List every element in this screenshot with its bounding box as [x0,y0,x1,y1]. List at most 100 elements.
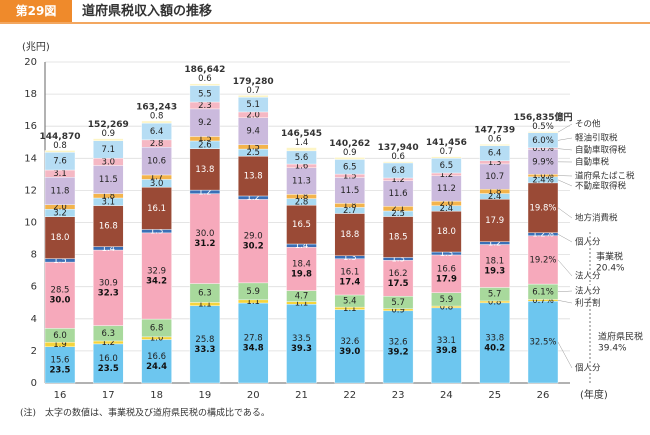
segment-label: 1.0 [150,334,164,344]
y-tick-label: 14 [24,153,37,164]
total-label: 163,243 [136,102,177,112]
segment-label: 16.1 [340,267,359,277]
legend-label: 法人分 [575,271,601,282]
segment-label: 3.1 [102,197,116,207]
segment-label: 5.1 [246,100,260,110]
x-tick-label: 16 [54,390,67,401]
legend-leader [557,179,573,187]
bar-segment [431,175,462,202]
legend-leader [557,148,573,151]
legend-label: 軽油引取税 [575,133,618,144]
segment-label: 3.0 [150,179,164,189]
segment-label: 5.5 [198,89,212,99]
bar-segment [141,339,172,384]
total-label: 146,545 [281,129,322,139]
segment-label: 3.1 [53,169,67,179]
segment-label: 16.6 [147,352,166,362]
segment-label: 2.0 [53,202,67,212]
total-label: 137,940 [378,143,419,153]
bar-segment [237,156,269,197]
legend-label: 道府県たばこ税 [575,171,635,182]
segment-label: 1.2 [198,187,212,197]
segment-label: 9.9% [532,157,554,167]
y-tick-label: 20 [24,57,37,68]
segment-label: 2.5 [391,209,405,219]
bar-segment [44,216,76,259]
y-tick-label: 16 [24,121,37,132]
legend-leader [557,341,573,369]
segment-label: 1.5 [53,256,67,266]
group-share-label: 40.2 [484,343,505,353]
segment-label: 1.4 [295,138,309,148]
segment-label: 0.7% [532,296,554,306]
segment-label: 1.3 [488,158,502,168]
segment-label: 1.1 [198,300,212,310]
bar-segment [189,83,221,86]
segment-label: 1.1 [246,297,260,307]
segment-label: 0.6% [532,144,554,154]
segment-label: 1.2 [440,170,454,180]
group-share-label: 20.4% [596,264,625,274]
segment-label: 2.8 [150,139,164,149]
segment-label: 0.6 [488,135,502,145]
segment-label: 30.0 [195,229,214,239]
bar-segment [382,310,414,384]
bar-segment [334,309,365,384]
segment-label: 0.8 [488,297,502,307]
note: (注) 太字の数値は、事業税及び道府県民税の構成比である。 [20,407,270,419]
group-share-label: 19.3 [484,266,505,276]
segment-label: 15.6 [51,355,70,365]
segment-label: 1.2% [532,230,554,240]
group-share-label: 17.5 [388,279,409,289]
segment-label: 1.3 [150,227,164,237]
segment-label: 6.0 [53,331,67,341]
segment-label: 3.0 [102,157,116,167]
segment-label: 2.7 [343,206,357,216]
segment-label: 16.1 [147,204,166,214]
segment-label: 18.1 [485,256,504,266]
chart-title: 道府県税収入額の推移 [82,3,212,19]
segment-label: 25.8 [195,335,214,345]
segment-label: 11.2 [437,184,456,194]
group-share-label: 31.2 [194,239,215,249]
segment-label: 1.3 [440,249,454,259]
segment-label: 0.9 [391,305,405,315]
segment-label: 1.5 [198,134,212,144]
group-share-label: 19.8 [291,269,312,279]
segment-label: 1.5 [343,171,357,181]
x-tick-label: 25 [488,390,501,401]
x-tick-label: 19 [199,390,212,401]
x-tick-label: 21 [295,390,308,401]
segment-label: 0.6 [198,74,212,84]
bar-segment [479,302,510,384]
segment-label: 1.2 [488,239,502,249]
legend-label: 個人分 [575,237,601,248]
x-tick-label: 23 [392,390,405,401]
segment-label: 0.9 [102,129,116,139]
legend-leader [557,234,573,243]
total-label: 140,262 [329,139,370,149]
segment-label: 0.8 [53,141,67,151]
group-share-label: 30.0 [50,296,71,306]
bar-segment [237,302,269,384]
y-axis-label: (兆円) [22,41,50,53]
y-tick-label: 12 [24,185,37,196]
segment-label: 1.2 [246,193,260,203]
figure-tab [0,0,72,22]
legend-label: 不動産取得税 [575,181,627,192]
bar-segment [93,343,124,384]
bar-segment [189,148,221,191]
segment-label: 1.3 [343,253,357,263]
segment-label: 10.7 [485,172,504,182]
x-tick-label: 18 [150,390,163,401]
segment-label: 5.6 [295,153,309,163]
segment-label: 0.7 [246,86,260,96]
segment-label: 1.2 [391,175,405,185]
segment-label: 16.5 [292,220,311,230]
segment-label: 16.2 [389,269,408,279]
group-share-label: 30.2 [243,242,264,252]
legend-label: 利子割 [575,298,601,309]
segment-label: 0.6 [391,152,405,162]
segment-label: 18.0 [437,227,456,237]
